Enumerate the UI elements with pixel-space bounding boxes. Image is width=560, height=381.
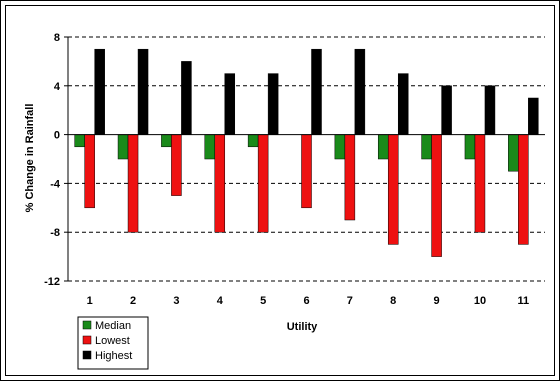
bar-highest-4 — [224, 73, 236, 135]
bar-lowest-5 — [257, 134, 269, 233]
legend: Median Lowest Highest — [77, 316, 149, 370]
bar-lowest-4 — [214, 134, 226, 233]
y-tick-labels: 8 4 0 -4 -8 -12 — [44, 32, 61, 288]
y-tick-label-0: 8 — [54, 32, 60, 44]
legend-swatch-lowest — [82, 335, 92, 345]
x-tick-label-6: 6 — [303, 295, 309, 307]
bar-median-5 — [247, 134, 259, 148]
bar-highest-6 — [311, 48, 322, 135]
y-tick-label-3: -4 — [50, 178, 61, 190]
bar-highest-2 — [137, 48, 149, 135]
bar-lowest-3 — [171, 134, 182, 196]
bar-median-9 — [421, 134, 432, 160]
legend-label-highest: Highest — [95, 350, 132, 362]
bar-lowest-1 — [84, 134, 95, 209]
axes — [64, 36, 545, 282]
bar-median-4 — [204, 134, 216, 160]
x-axis-label: Utility — [287, 321, 318, 333]
bar-median-11 — [508, 134, 519, 172]
bar-highest-10 — [484, 85, 496, 135]
bar-median-3 — [161, 134, 172, 148]
bar-median-1 — [74, 134, 85, 148]
bar-median-10 — [464, 134, 476, 160]
x-tick-label-7: 7 — [347, 295, 353, 307]
x-tick-label-2: 2 — [130, 295, 136, 307]
bar-lowest-6 — [301, 134, 312, 209]
x-tick-label-10: 10 — [474, 295, 486, 307]
bar-lowest-7 — [344, 134, 356, 221]
bar-highest-7 — [354, 48, 366, 135]
y-tick-label-4: -8 — [50, 227, 60, 239]
bar-highest-9 — [441, 85, 452, 135]
bar-lowest-11 — [518, 134, 529, 245]
bar-lowest-2 — [127, 134, 139, 233]
legend-swatch-median — [82, 320, 92, 330]
x-tick-label-5: 5 — [260, 295, 266, 307]
bar-median-2 — [117, 134, 129, 160]
bar-median-8 — [377, 134, 389, 160]
bars — [74, 48, 539, 257]
bar-lowest-9 — [431, 134, 442, 257]
x-tick-labels: 1 2 3 4 5 6 7 8 9 10 11 — [87, 295, 530, 307]
y-tick-label-2: 0 — [54, 130, 60, 142]
bar-highest-11 — [528, 97, 539, 135]
y-tick-label-5: -12 — [44, 276, 60, 288]
x-tick-label-11: 11 — [517, 295, 529, 307]
bar-highest-8 — [397, 73, 409, 135]
x-tick-label-9: 9 — [434, 295, 440, 307]
x-tick-label-4: 4 — [217, 295, 224, 307]
x-tick-label-3: 3 — [173, 295, 179, 307]
legend-label-lowest: Lowest — [95, 335, 130, 347]
bar-median-7 — [334, 134, 346, 160]
bar-highest-3 — [181, 61, 192, 135]
bar-lowest-10 — [474, 134, 486, 233]
y-tick-label-1: 4 — [54, 81, 61, 93]
bar-highest-5 — [267, 73, 279, 135]
x-tick-label-8: 8 — [390, 295, 396, 307]
bar-lowest-8 — [387, 134, 399, 245]
x-tick-label-1: 1 — [87, 295, 93, 307]
bar-highest-1 — [94, 48, 105, 135]
legend-label-median: Median — [95, 320, 131, 332]
y-axis-label: % Change in Rainfall — [24, 104, 36, 213]
legend-swatch-highest — [82, 350, 92, 360]
